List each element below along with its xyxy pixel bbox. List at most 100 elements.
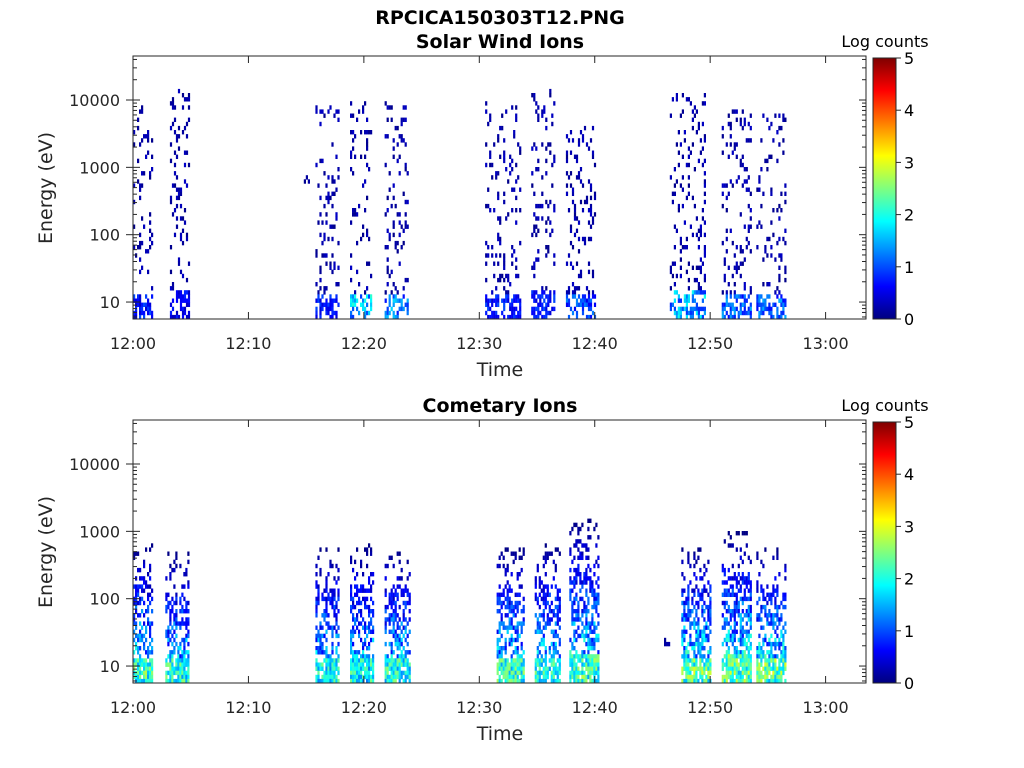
heatmap-cell — [772, 678, 775, 684]
heatmap-cell — [784, 117, 787, 123]
heatmap-cell — [585, 588, 588, 593]
heatmap-cell — [679, 314, 682, 320]
heatmap-cell — [175, 678, 178, 684]
heatmap-cell — [725, 674, 728, 680]
heatmap-cell — [535, 203, 538, 209]
heatmap-cell — [727, 592, 730, 598]
heatmap-cell — [733, 265, 736, 271]
heatmap-cell — [675, 179, 678, 184]
heatmap-cell — [681, 592, 684, 598]
heatmap-cell — [135, 253, 138, 258]
heatmap-cell — [733, 146, 736, 151]
heatmap-cell — [327, 109, 330, 114]
heatmap-cell — [553, 306, 556, 312]
heatmap-cell — [571, 646, 574, 651]
heatmap-cell — [597, 637, 600, 643]
heatmap-cell — [384, 245, 387, 250]
heatmap-cell — [171, 674, 174, 680]
heatmap-cell — [565, 158, 569, 164]
heatmap-cell — [392, 232, 395, 238]
heatmap-cell — [735, 666, 738, 672]
heatmap-cell — [406, 592, 409, 598]
heatmap-cell — [169, 650, 172, 655]
heatmap-cell — [729, 637, 732, 643]
heatmap-cell — [697, 228, 700, 234]
heatmap-cell — [508, 588, 511, 593]
heatmap-cell — [569, 224, 573, 229]
heatmap-cell — [404, 654, 407, 659]
heatmap-cell — [540, 662, 543, 667]
heatmap-cell — [329, 666, 332, 672]
heatmap-cell — [372, 613, 375, 618]
heatmap-cell — [335, 154, 338, 160]
heatmap-cell — [319, 310, 322, 316]
heatmap-cell — [179, 298, 183, 303]
heatmap-cell — [315, 666, 318, 672]
heatmap-cell — [542, 658, 545, 663]
heatmap-cell — [725, 236, 728, 242]
heatmap-cell — [550, 629, 553, 635]
heatmap-cell — [187, 162, 191, 168]
heatmap-cell — [305, 175, 308, 180]
heatmap-cell — [703, 199, 706, 205]
heatmap-cell — [133, 629, 136, 635]
heatmap-cell — [390, 596, 393, 602]
heatmap-cell — [520, 567, 523, 573]
heatmap-cell — [541, 113, 544, 118]
heatmap-cell — [179, 621, 182, 626]
heatmap-cell — [579, 526, 582, 532]
heatmap-cell — [573, 674, 576, 680]
heatmap-cell — [141, 183, 144, 188]
heatmap-cell — [597, 600, 600, 606]
heatmap-cell — [335, 109, 338, 114]
heatmap-cell — [183, 654, 186, 659]
heatmap-cell — [183, 208, 187, 213]
heatmap-cell — [183, 298, 187, 303]
heatmap-cell — [390, 290, 393, 295]
heatmap-cell — [167, 641, 170, 647]
heatmap-cell — [394, 641, 397, 647]
heatmap-cell — [179, 678, 182, 684]
heatmap-cell — [556, 588, 559, 593]
heatmap-cell — [167, 654, 170, 659]
heatmap-cell — [317, 290, 320, 295]
heatmap-cell — [577, 625, 580, 630]
heatmap-cell — [143, 302, 146, 308]
heatmap-cell — [581, 633, 584, 639]
heatmap-cell — [147, 596, 150, 602]
heatmap-cell — [173, 183, 177, 188]
y-tick-label: 10000 — [69, 91, 120, 110]
heatmap-cell — [681, 306, 684, 312]
heatmap-cell — [747, 658, 750, 663]
heatmap-cell — [583, 609, 586, 614]
heatmap-cell — [386, 105, 389, 110]
heatmap-cell — [406, 641, 409, 647]
heatmap-cell — [589, 208, 593, 213]
heatmap-cell — [500, 678, 503, 684]
heatmap-cell — [187, 666, 190, 672]
heatmap-cell — [177, 650, 180, 655]
heatmap-cell — [595, 662, 598, 667]
heatmap-cell — [575, 654, 578, 659]
heatmap-cell — [693, 167, 696, 172]
heatmap-cell — [181, 216, 185, 221]
heatmap-cell — [522, 658, 525, 663]
heatmap-cell — [697, 547, 700, 552]
heatmap-cell — [356, 588, 359, 593]
heatmap-cell — [171, 298, 175, 303]
heatmap-cell — [725, 637, 728, 643]
heatmap-cell — [501, 298, 504, 303]
heatmap-cell — [687, 592, 690, 598]
heatmap-cell — [735, 670, 738, 676]
heatmap-cell — [519, 150, 522, 155]
heatmap-cell — [333, 179, 336, 184]
heatmap-cell — [392, 146, 395, 151]
heatmap-cell — [770, 191, 773, 197]
heatmap-cell — [522, 609, 525, 614]
heatmap-cell — [406, 588, 409, 593]
heatmap-cell — [149, 547, 152, 552]
heatmap-cell — [147, 666, 150, 672]
heatmap-cell — [567, 175, 571, 180]
heatmap-cell — [681, 154, 684, 160]
heatmap-cell — [173, 666, 176, 672]
